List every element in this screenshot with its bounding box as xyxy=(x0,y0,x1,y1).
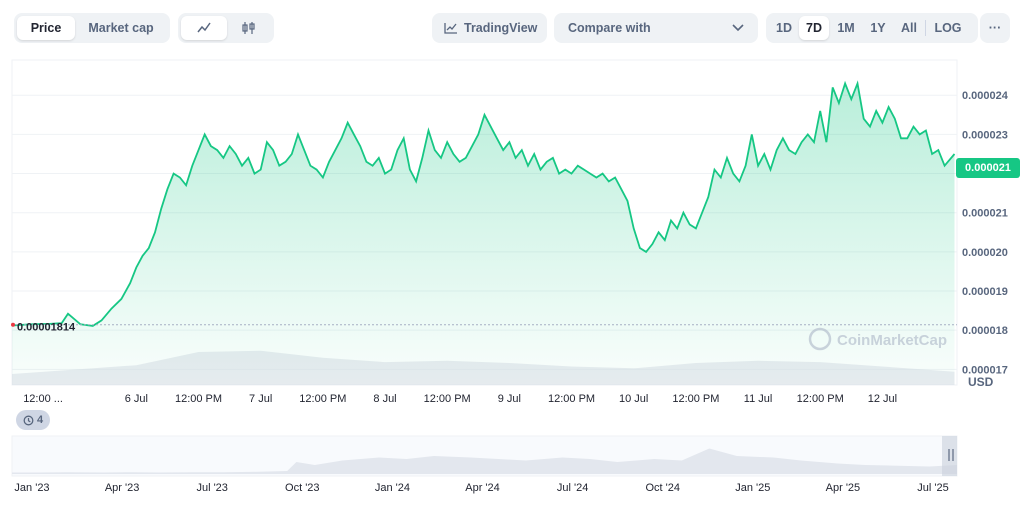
events-count: 4 xyxy=(36,414,44,426)
navigator-x-axis: Jan '23 Apr '23 Jul '23 Oct '23 Jan '24 Apr '… xyxy=(14,482,948,494)
history-clock-icon xyxy=(23,415,34,426)
tab-market-cap[interactable]: Market cap xyxy=(88,21,154,35)
chart-style-toggle xyxy=(178,13,274,43)
range-all[interactable]: All xyxy=(901,21,917,35)
navigator-tick-label: Jan '23 xyxy=(14,482,49,494)
compare-with-label: Compare with xyxy=(568,21,651,35)
x-tick-label: 8 Jul xyxy=(373,393,396,405)
x-axis: 12:00 ... 6 Jul 12:00 PM 7 Jul 12:00 PM 8 Jul… xyxy=(23,393,897,405)
time-range-toggle: 1D 7D 1M 1Y All LOG xyxy=(766,13,978,43)
x-tick-label: 12:00 PM xyxy=(548,393,595,405)
x-tick-label: 12 Jul xyxy=(868,393,897,405)
current-price-tag: 0.000021 xyxy=(956,158,1020,178)
y-tick-label: 0.000019 xyxy=(962,286,1008,298)
navigator-area xyxy=(12,448,957,474)
x-tick-label: 10 Jul xyxy=(619,393,648,405)
x-tick-label: 12:00 PM xyxy=(672,393,719,405)
y-axis: 0.0000240.0000230.0000210.0000210.000020… xyxy=(962,90,1009,376)
navigator-tick-label: Jan '25 xyxy=(735,482,770,494)
x-tick-label: 7 Jul xyxy=(249,393,272,405)
price-chart[interactable]: 0.00001814 0.000024 0.000023 0.000021 0.000… xyxy=(0,56,1024,513)
range-1y[interactable]: 1Y xyxy=(870,21,886,35)
x-tick-label: 11 Jul xyxy=(744,393,773,405)
watermark-text: CoinMarketCap xyxy=(837,332,947,349)
chevron-down-icon xyxy=(732,24,744,32)
events-badge[interactable]: 4 xyxy=(16,410,50,430)
log-scale-toggle[interactable]: LOG xyxy=(934,21,962,35)
navigator-tick-label: Oct '23 xyxy=(285,482,320,494)
watermark: CoinMarketCap xyxy=(808,327,947,351)
navigator-handle-icon[interactable] xyxy=(948,449,950,461)
navigator-handle-icon[interactable] xyxy=(952,449,954,461)
y-tick-label: 0.000017 xyxy=(962,364,1008,376)
x-tick-label: 12:00 PM xyxy=(424,393,471,405)
tradingview-label: TradingView xyxy=(464,21,538,35)
more-options-button[interactable]: ··· xyxy=(980,13,1010,43)
navigator-tick-label: Apr '23 xyxy=(105,482,140,494)
navigator-tick-label: Jul '23 xyxy=(196,482,227,494)
range-7d[interactable]: 7D xyxy=(799,16,829,40)
metric-toggle: Price Market cap xyxy=(14,13,170,43)
y-tick-label: 0.000018 xyxy=(962,325,1008,337)
tab-price[interactable]: Price xyxy=(17,16,75,40)
chart-toolbar: Price Market cap TradingView Compare wit… xyxy=(0,0,1024,56)
candlestick-icon[interactable] xyxy=(227,16,271,40)
navigator-tick-label: Jul '25 xyxy=(917,482,948,494)
navigator-tick-label: Jan '24 xyxy=(375,482,410,494)
y-tick-label: 0.000023 xyxy=(962,129,1008,141)
range-1d[interactable]: 1D xyxy=(776,21,792,35)
range-1m[interactable]: 1M xyxy=(837,21,855,35)
baseline-label: 0.00001814 xyxy=(17,322,76,334)
x-tick-label: 12:00 ... xyxy=(23,393,63,405)
navigator-tick-label: Apr '25 xyxy=(826,482,861,494)
x-tick-label: 12:00 PM xyxy=(175,393,222,405)
y-tick-label: 0.000020 xyxy=(962,247,1008,259)
coinmarketcap-logo-icon xyxy=(808,327,832,351)
compare-with-select[interactable]: Compare with xyxy=(554,13,758,43)
x-tick-label: 6 Jul xyxy=(125,393,148,405)
x-tick-label: 12:00 PM xyxy=(797,393,844,405)
line-chart-icon[interactable] xyxy=(181,16,227,40)
x-tick-label: 12:00 PM xyxy=(299,393,346,405)
baseline-dot xyxy=(11,322,15,327)
range-divider xyxy=(925,20,926,36)
navigator-tick-label: Jul '24 xyxy=(557,482,588,494)
tradingview-chart-icon xyxy=(444,22,458,34)
x-tick-label: 9 Jul xyxy=(498,393,521,405)
navigator-tick-label: Oct '24 xyxy=(645,482,680,494)
price-line xyxy=(11,80,956,327)
price-chart-svg: 0.00001814 0.000024 0.000023 0.000021 0.000… xyxy=(11,59,1009,494)
navigator-tick-label: Apr '24 xyxy=(465,482,500,494)
y-tick-label: 0.000024 xyxy=(962,90,1009,102)
currency-label: USD xyxy=(968,375,994,389)
tradingview-button[interactable]: TradingView xyxy=(432,13,547,43)
y-tick-label: 0.000021 xyxy=(962,208,1008,220)
